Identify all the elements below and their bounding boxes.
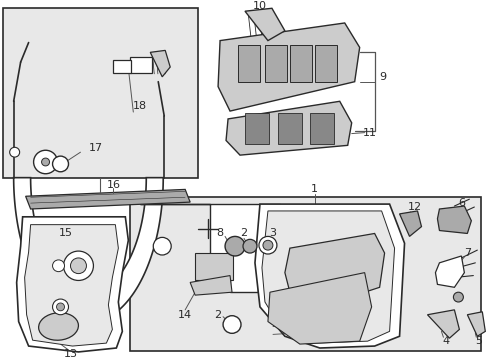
Text: 1: 1	[311, 184, 318, 194]
Text: 12: 12	[407, 202, 421, 212]
Text: 2: 2	[240, 229, 247, 238]
Bar	[264, 45, 286, 82]
Text: 6: 6	[457, 198, 464, 208]
Bar	[113, 60, 131, 73]
Bar	[314, 45, 336, 82]
Text: 7: 7	[463, 248, 470, 258]
Text: 10: 10	[252, 1, 266, 11]
Circle shape	[224, 237, 244, 256]
Ellipse shape	[39, 313, 78, 340]
Circle shape	[259, 237, 276, 254]
Circle shape	[52, 156, 68, 172]
Bar	[244, 113, 268, 144]
Polygon shape	[399, 211, 421, 237]
Polygon shape	[25, 189, 190, 209]
Polygon shape	[267, 273, 371, 344]
Polygon shape	[262, 211, 394, 343]
Bar	[195, 253, 233, 280]
Polygon shape	[225, 101, 351, 155]
Bar	[289, 45, 311, 82]
Bar	[130, 57, 152, 73]
Text: 16: 16	[106, 180, 120, 189]
Circle shape	[57, 303, 64, 311]
Polygon shape	[24, 225, 118, 346]
Polygon shape	[14, 177, 163, 323]
Circle shape	[243, 239, 256, 253]
Circle shape	[63, 251, 93, 280]
Text: 3: 3	[269, 229, 276, 238]
Text: 4: 4	[442, 336, 449, 346]
Circle shape	[263, 240, 272, 250]
Circle shape	[153, 237, 171, 255]
Text: 5: 5	[474, 336, 481, 346]
Bar	[2, 8, 198, 177]
Polygon shape	[218, 23, 359, 111]
Polygon shape	[17, 217, 128, 352]
Circle shape	[41, 158, 49, 166]
Text: 9: 9	[378, 72, 386, 82]
Text: 17: 17	[88, 143, 102, 153]
Text: 15: 15	[59, 229, 72, 238]
Circle shape	[223, 316, 241, 333]
Bar	[309, 113, 333, 144]
Bar	[277, 113, 301, 144]
Text: 18: 18	[133, 101, 147, 111]
Polygon shape	[150, 50, 170, 77]
Polygon shape	[140, 204, 279, 292]
Text: 13: 13	[63, 349, 77, 359]
Polygon shape	[435, 256, 464, 287]
Circle shape	[70, 258, 86, 274]
Circle shape	[452, 292, 463, 302]
Polygon shape	[254, 204, 404, 348]
Polygon shape	[427, 310, 458, 338]
Text: 2: 2	[214, 310, 221, 320]
Bar	[238, 45, 260, 82]
Polygon shape	[285, 234, 384, 297]
Circle shape	[52, 260, 64, 272]
Text: 14: 14	[178, 310, 192, 320]
Polygon shape	[437, 206, 470, 234]
Text: 11: 11	[362, 128, 376, 138]
Polygon shape	[467, 312, 484, 336]
Text: 8: 8	[216, 229, 223, 238]
Polygon shape	[190, 275, 232, 295]
Circle shape	[10, 147, 20, 157]
Circle shape	[52, 299, 68, 315]
Bar	[130, 197, 480, 351]
Circle shape	[34, 150, 58, 174]
Polygon shape	[244, 8, 285, 41]
